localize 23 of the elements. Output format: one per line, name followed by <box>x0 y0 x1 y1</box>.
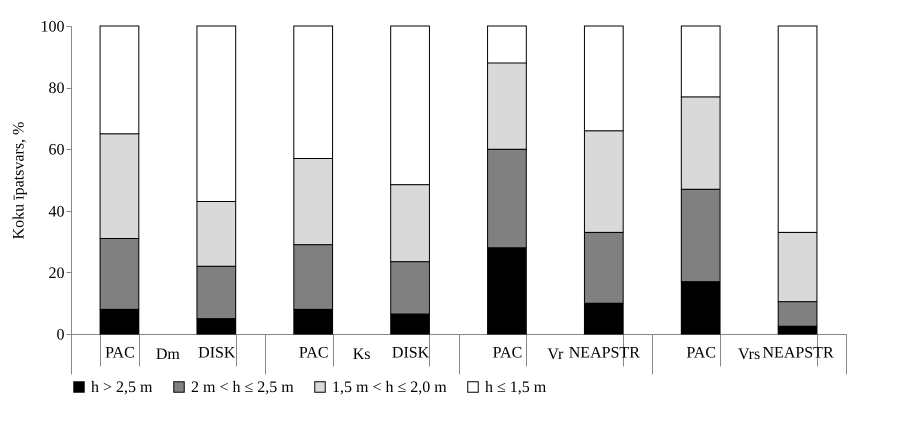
legend-label: h ≤ 1,5 m <box>485 379 547 396</box>
text: Ks <box>352 346 371 363</box>
y-tick-label: 100 <box>40 18 64 36</box>
y-tick-label: 20 <box>48 264 64 282</box>
x-tick-label: DISK <box>198 344 236 362</box>
legend-label: 1,5 m < h ≤ 2,0 m <box>332 379 448 396</box>
x-tick-label: NEAPSTR <box>568 344 640 362</box>
text: Vr <box>547 346 564 363</box>
y-tick-label: 40 <box>48 203 64 220</box>
x-tick-label: PAC <box>105 344 135 362</box>
x-tick-label: NEAPSTR <box>762 344 834 362</box>
x-tick-label: PAC <box>492 344 522 362</box>
x-tick-label: PAC <box>686 344 716 362</box>
y-tick-label: 80 <box>48 80 64 98</box>
y-tick-label: 0 <box>56 326 64 344</box>
y-axis-title: Koku īpatsvars, % <box>10 122 28 240</box>
text: Dm <box>156 346 180 363</box>
legend-label: 2 m < h ≤ 2,5 m <box>191 379 294 396</box>
text: Vrs <box>738 346 760 363</box>
x-tick-label: PAC <box>298 344 329 362</box>
x-tick-label: DISK <box>392 344 430 362</box>
legend-label: h > 2,5 m <box>91 379 154 396</box>
y-tick-label: 60 <box>48 142 64 159</box>
